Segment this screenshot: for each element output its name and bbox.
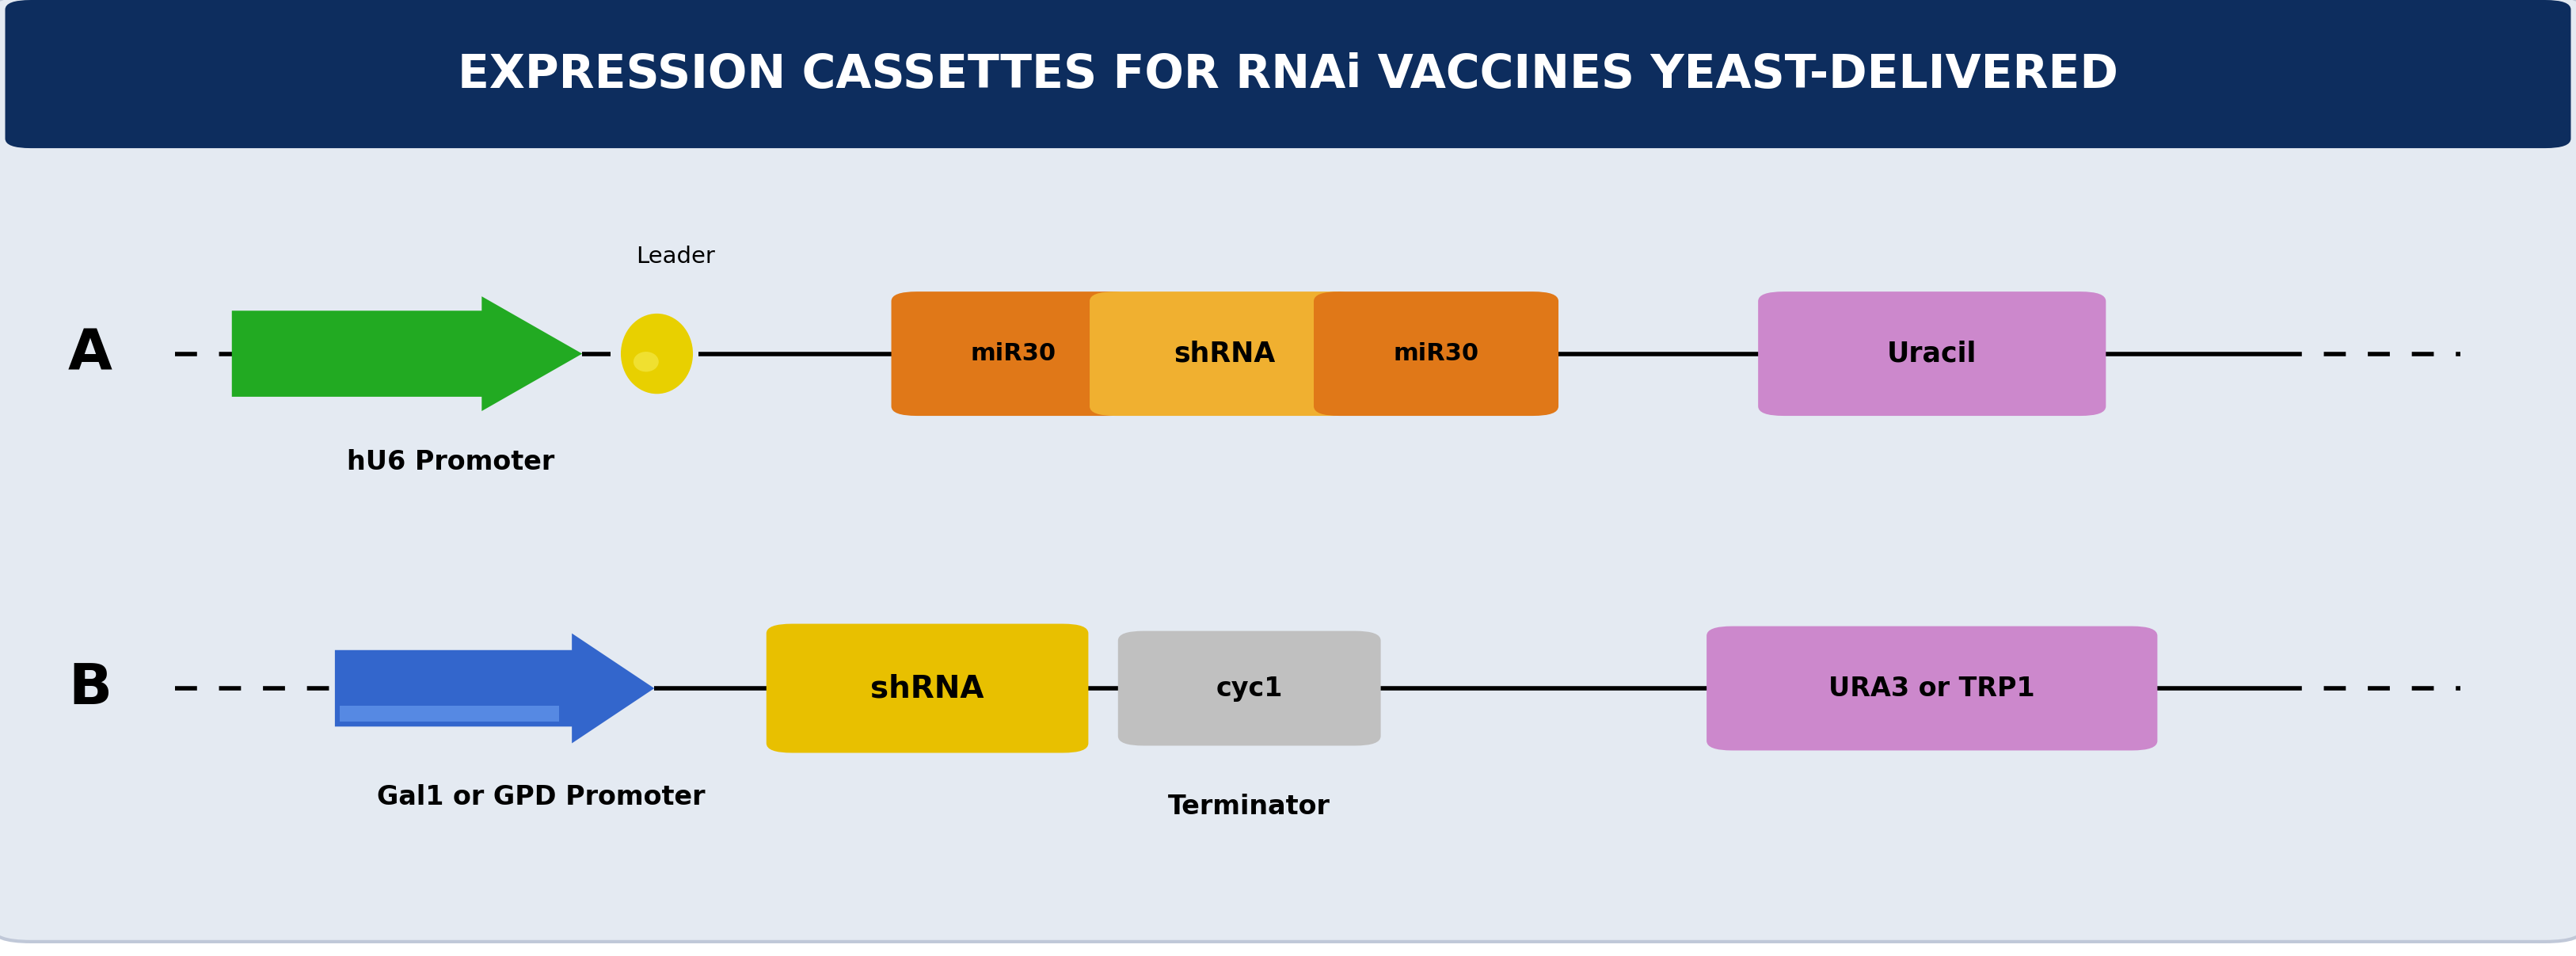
FancyBboxPatch shape	[1118, 631, 1381, 746]
Polygon shape	[232, 296, 582, 411]
Polygon shape	[340, 706, 559, 722]
Text: hU6 Promoter: hU6 Promoter	[348, 449, 554, 475]
Text: Uracil: Uracil	[1888, 340, 1976, 367]
Text: Gal1 or GPD Promoter: Gal1 or GPD Promoter	[376, 784, 706, 810]
Text: A: A	[67, 326, 113, 381]
Polygon shape	[335, 634, 654, 744]
Text: EXPRESSION CASSETTES FOR RNAi VACCINES YEAST-DELIVERED: EXPRESSION CASSETTES FOR RNAi VACCINES Y…	[459, 52, 2117, 98]
Text: Terminator: Terminator	[1170, 793, 1329, 819]
FancyBboxPatch shape	[1090, 292, 1360, 416]
Text: Leader: Leader	[636, 246, 716, 268]
Ellipse shape	[621, 314, 693, 394]
Text: shRNA: shRNA	[871, 673, 984, 704]
Text: URA3 or TRP1: URA3 or TRP1	[1829, 675, 2035, 702]
FancyBboxPatch shape	[1314, 292, 1558, 416]
Text: miR30: miR30	[1394, 342, 1479, 365]
Ellipse shape	[634, 352, 659, 372]
Text: shRNA: shRNA	[1175, 340, 1275, 367]
FancyBboxPatch shape	[768, 623, 1087, 753]
FancyBboxPatch shape	[1705, 626, 2156, 750]
Text: miR30: miR30	[971, 342, 1056, 365]
FancyBboxPatch shape	[1757, 292, 2105, 416]
Text: cyc1: cyc1	[1216, 675, 1283, 702]
Text: B: B	[70, 661, 111, 716]
FancyBboxPatch shape	[891, 292, 1136, 416]
